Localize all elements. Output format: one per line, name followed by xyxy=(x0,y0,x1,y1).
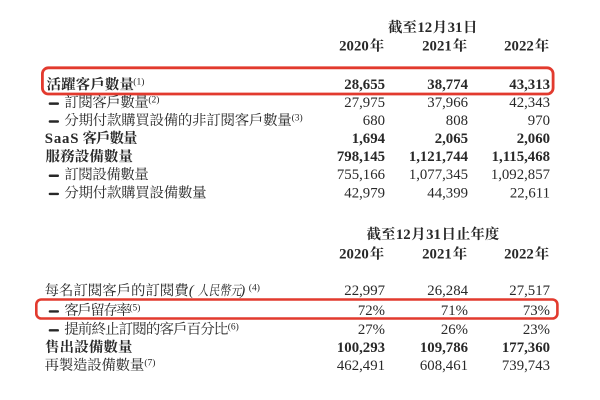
svg-text:27%: 27% xyxy=(358,322,385,338)
svg-text:739,743: 739,743 xyxy=(502,358,550,374)
svg-text:(4): (4) xyxy=(249,283,260,294)
svg-text:680: 680 xyxy=(363,113,385,129)
svg-text:44,399: 44,399 xyxy=(427,185,468,201)
svg-text:42,979: 42,979 xyxy=(344,185,385,201)
svg-text:2021: 2021 xyxy=(422,247,452,263)
svg-text:12: 12 xyxy=(417,20,432,36)
svg-text:38,774: 38,774 xyxy=(427,77,468,93)
svg-text:109,786: 109,786 xyxy=(420,340,468,356)
svg-text:2020: 2020 xyxy=(339,39,369,55)
svg-text:808: 808 xyxy=(446,113,468,129)
svg-text:31: 31 xyxy=(426,227,441,243)
svg-text:27,975: 27,975 xyxy=(344,95,385,111)
svg-text:31: 31 xyxy=(448,20,463,36)
svg-text:2022: 2022 xyxy=(504,39,534,55)
svg-text:100,293: 100,293 xyxy=(337,340,385,356)
svg-text:): ) xyxy=(239,283,245,299)
svg-text:22,611: 22,611 xyxy=(510,185,550,201)
svg-text:2020: 2020 xyxy=(339,247,369,263)
svg-text:798,145: 798,145 xyxy=(337,149,385,165)
svg-text:42,343: 42,343 xyxy=(509,95,550,111)
svg-text:(: ( xyxy=(189,283,195,299)
svg-text:(5): (5) xyxy=(129,302,140,313)
svg-text:26%: 26% xyxy=(441,322,468,338)
svg-text:2,060: 2,060 xyxy=(517,131,550,147)
svg-text:23%: 23% xyxy=(523,322,550,338)
svg-text:SaaS: SaaS xyxy=(45,131,79,147)
svg-text:72%: 72% xyxy=(358,303,385,319)
svg-text:28,655: 28,655 xyxy=(344,77,385,93)
svg-text:2022: 2022 xyxy=(504,247,534,263)
svg-text:(7): (7) xyxy=(144,357,155,368)
svg-text:1,121,744: 1,121,744 xyxy=(409,149,469,165)
svg-text:177,360: 177,360 xyxy=(502,340,550,356)
svg-text:970: 970 xyxy=(528,113,550,129)
svg-text:2021: 2021 xyxy=(422,39,452,55)
svg-text:27,517: 27,517 xyxy=(509,283,550,299)
svg-text:462,491: 462,491 xyxy=(337,358,385,374)
svg-text:71%: 71% xyxy=(441,303,468,319)
svg-text:(2): (2) xyxy=(148,95,159,106)
svg-text:608,461: 608,461 xyxy=(420,358,468,374)
svg-text:755,166: 755,166 xyxy=(337,167,385,183)
svg-text:73%: 73% xyxy=(523,303,550,319)
svg-text:43,313: 43,313 xyxy=(509,77,550,93)
svg-text:(6): (6) xyxy=(228,321,239,332)
svg-text:1,092,857: 1,092,857 xyxy=(491,167,550,183)
svg-text:1,077,345: 1,077,345 xyxy=(409,167,468,183)
svg-text:(1): (1) xyxy=(133,77,144,88)
svg-text:37,966: 37,966 xyxy=(427,95,468,111)
svg-text:22,997: 22,997 xyxy=(344,283,385,299)
svg-text:1,694: 1,694 xyxy=(352,131,386,147)
svg-text:2,065: 2,065 xyxy=(435,131,468,147)
svg-text:(3): (3) xyxy=(292,113,303,124)
svg-text:26,284: 26,284 xyxy=(427,283,468,299)
svg-text:12: 12 xyxy=(396,227,411,243)
svg-text:1,115,468: 1,115,468 xyxy=(492,149,550,165)
